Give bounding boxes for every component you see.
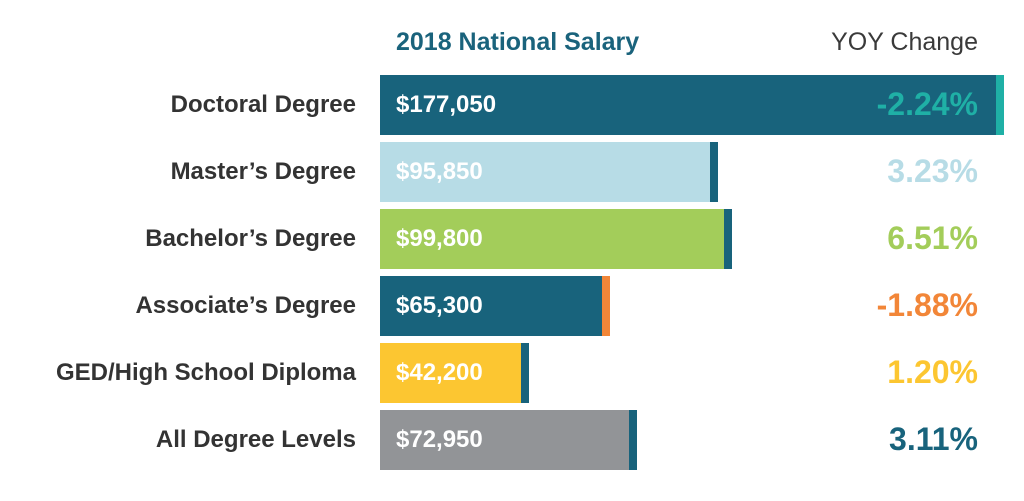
bar-end-marker: [710, 142, 718, 202]
yoy-change-label: -2.24%: [876, 86, 978, 122]
category-label: Associate’s Degree: [135, 292, 356, 319]
salary-bar: $65,300: [380, 276, 610, 336]
salary-bar: $72,950: [380, 410, 637, 470]
salary-bar: $42,200: [380, 343, 529, 403]
yoy-change-label: 3.11%: [889, 421, 978, 457]
yoy-change-label: 1.20%: [887, 354, 978, 390]
salary-value-label: $177,050: [396, 91, 497, 118]
yoy-change-label: 3.23%: [887, 153, 978, 189]
salary-bar: $99,800: [380, 209, 732, 269]
category-label: All Degree Levels: [155, 426, 356, 453]
salary-value-label: $65,300: [396, 292, 483, 319]
yoy-change-label: 6.51%: [887, 220, 978, 256]
salary-value-label: $95,850: [396, 158, 483, 185]
salary-value-label: $42,200: [396, 359, 483, 386]
salary-value-label: $99,800: [396, 225, 483, 252]
bar-end-marker: [602, 276, 610, 336]
bar-end-marker: [629, 410, 637, 470]
category-label: Master’s Degree: [170, 158, 356, 185]
category-label: GED/High School Diploma: [55, 359, 356, 386]
category-label: Doctoral Degree: [170, 91, 356, 118]
bar-end-marker: [996, 75, 1004, 135]
salary-column-header: 2018 National Salary: [396, 28, 640, 56]
category-label: Bachelor’s Degree: [145, 225, 356, 252]
salary-bar: $177,050: [380, 75, 1004, 135]
yoy-column-header: YOY Change: [831, 28, 978, 56]
bar-end-marker: [521, 343, 529, 403]
salary-bar: $95,850: [380, 142, 718, 202]
salary-value-label: $72,950: [396, 426, 483, 453]
bar-end-marker: [724, 209, 732, 269]
yoy-change-label: -1.88%: [876, 287, 978, 323]
